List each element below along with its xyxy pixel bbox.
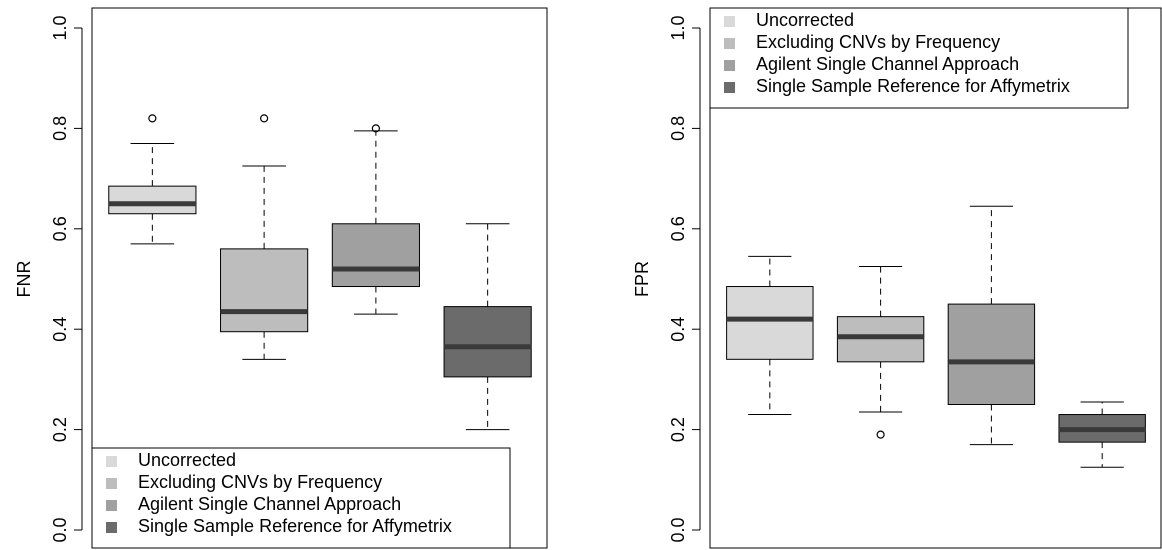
y-tick-label-0-0: 0.0 xyxy=(668,517,688,542)
interquartile-box xyxy=(331,223,420,288)
legend-swatch-single-sample-reference-for-affymetrix xyxy=(106,522,117,533)
box-single-sample-reference-for-affymetrix xyxy=(443,223,532,431)
y-tick-label-0-4: 0.4 xyxy=(50,317,70,342)
legend-label-uncorrected: Uncorrected xyxy=(138,450,236,470)
y-tick-label-0-2: 0.2 xyxy=(50,417,70,442)
outlier-point-0 xyxy=(876,430,885,439)
y-tick-label-0-4: 0.4 xyxy=(668,317,688,342)
legend-label-single-sample-reference-for-affymetrix: Single Sample Reference for Affymetrix xyxy=(756,76,1070,96)
legend-box xyxy=(709,7,1129,109)
legend-swatch-excluding-cnvs-by-frequency xyxy=(106,478,117,489)
legend-swatch-agilent-single-channel-approach xyxy=(106,500,117,511)
legend-swatch-uncorrected xyxy=(106,456,117,467)
interquartile-box xyxy=(443,306,532,378)
box-uncorrected xyxy=(726,255,814,416)
y-tick-label-0-2: 0.2 xyxy=(668,417,688,442)
box-excluding-cnvs-by-frequency xyxy=(836,265,925,439)
y-tick-label-1-0: 1.0 xyxy=(50,15,70,40)
outlier-point-0 xyxy=(371,124,380,133)
y-tick-label-1-0: 1.0 xyxy=(668,15,688,40)
outlier-point-0 xyxy=(148,114,157,123)
interquartile-box xyxy=(947,303,1036,406)
legend-swatch-excluding-cnvs-by-frequency xyxy=(724,38,735,49)
y-tick-label-0-6: 0.6 xyxy=(50,216,70,241)
y-tick-label-0-8: 0.8 xyxy=(50,116,70,141)
legend-label-uncorrected: Uncorrected xyxy=(756,10,854,30)
legend-label-agilent-single-channel-approach: Agilent Single Channel Approach xyxy=(138,494,401,514)
interquartile-box xyxy=(220,248,309,333)
legend-label-excluding-cnvs-by-frequency: Excluding CNVs by Frequency xyxy=(756,32,1000,52)
legend-label-single-sample-reference-for-affymetrix: Single Sample Reference for Affymetrix xyxy=(138,516,452,536)
legend-swatch-uncorrected xyxy=(724,16,735,27)
legend-swatch-single-sample-reference-for-affymetrix xyxy=(724,82,735,93)
interquartile-box xyxy=(108,185,197,215)
box-agilent-single-channel-approach xyxy=(331,124,420,315)
legend-label-agilent-single-channel-approach: Agilent Single Channel Approach xyxy=(756,54,1019,74)
y-tick-label-0-8: 0.8 xyxy=(668,116,688,141)
box-excluding-cnvs-by-frequency xyxy=(220,114,309,360)
box-uncorrected xyxy=(108,114,197,245)
y-axis-label: FPR xyxy=(632,261,652,297)
legend-label-excluding-cnvs-by-frequency: Excluding CNVs by Frequency xyxy=(138,472,382,492)
fnr-boxplot-panel: 0.0 0.2 0.4 0.6 0.8 1.0 FNR UncorrectedExcludin… xyxy=(14,7,548,549)
box-agilent-single-channel-approach xyxy=(947,205,1036,446)
interquartile-box xyxy=(726,286,814,360)
y-axis-label: FNR xyxy=(14,261,34,298)
legend-box xyxy=(91,447,511,549)
y-tick-label-0-0: 0.0 xyxy=(50,517,70,542)
box-single-sample-reference-for-affymetrix xyxy=(1058,401,1146,468)
legend-swatch-agilent-single-channel-approach xyxy=(724,60,735,71)
fpr-boxplot-panel: 0.0 0.2 0.4 0.6 0.8 1.0 FPR UncorrectedExcludin… xyxy=(632,7,1162,549)
outlier-point-0 xyxy=(260,114,269,123)
interquartile-box xyxy=(836,316,925,363)
y-tick-label-0-6: 0.6 xyxy=(668,216,688,241)
